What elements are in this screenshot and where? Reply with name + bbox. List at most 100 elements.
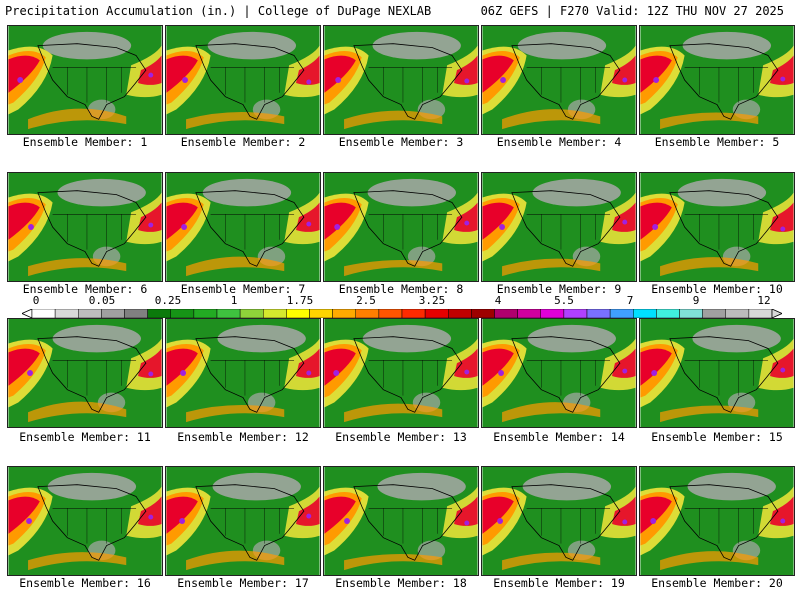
precip-map [481, 318, 637, 428]
colorbar-swatch [471, 309, 495, 318]
panel-label: Ensemble Member: 5 [654, 135, 780, 149]
colorbar-swatch [378, 309, 403, 318]
panel-label: Ensemble Member: 6 [22, 282, 148, 296]
precip-map [323, 466, 479, 576]
ensemble-panel-11 [7, 318, 163, 428]
colorbar-swatch [540, 309, 565, 318]
precip-map [481, 25, 637, 135]
colorbar-left-arrow [22, 309, 33, 318]
panel-label: Ensemble Member: 12 [177, 430, 309, 444]
precip-map [7, 25, 163, 135]
colorbar-swatch [101, 309, 125, 318]
colorbar-swatch [517, 309, 541, 318]
precip-map [639, 318, 795, 428]
ensemble-panel-9 [481, 172, 637, 282]
colorbar-tick-label: 0.25 [154, 294, 182, 307]
panel-label: Ensemble Member: 19 [493, 576, 625, 590]
ensemble-panel-17 [165, 466, 321, 576]
colorbar-swatch [216, 309, 241, 318]
colorbar-swatch [332, 309, 356, 318]
ensemble-panel-14 [481, 318, 637, 428]
ensemble-panel-2 [165, 25, 321, 135]
colorbar-tick-label: 7 [626, 294, 634, 307]
colorbar-swatch [147, 309, 171, 318]
colorbar-tick-label: 9 [692, 294, 700, 307]
ensemble-panel-6 [7, 172, 163, 282]
precip-map [7, 466, 163, 576]
colorbar-swatch [563, 309, 588, 318]
panel-label: Ensemble Member: 16 [19, 576, 151, 590]
colorbar-tick-label: 4 [494, 294, 502, 307]
colorbar-tick-label: 0.05 [88, 294, 116, 307]
title-right: 06Z GEFS | F270 Valid: 12Z THU NOV 27 20… [480, 4, 784, 18]
ensemble-panel-20 [639, 466, 795, 576]
precip-map [165, 318, 321, 428]
precip-map [323, 25, 479, 135]
ensemble-panel-4 [481, 25, 637, 135]
colorbar-swatch [54, 309, 79, 318]
colorbar-swatches [22, 309, 782, 318]
colorbar-tick-label: 3.25 [418, 294, 446, 307]
precip-map [165, 25, 321, 135]
precip-map [481, 466, 637, 576]
colorbar-right-arrow [771, 309, 782, 318]
ensemble-panel-7 [165, 172, 321, 282]
precip-map [7, 318, 163, 428]
panel-label: Ensemble Member: 11 [19, 430, 151, 444]
panel-label: Ensemble Member: 9 [496, 282, 622, 296]
colorbar-swatch [170, 309, 195, 318]
ensemble-panel-8 [323, 172, 479, 282]
colorbar-swatch [124, 309, 148, 318]
precip-map [639, 25, 795, 135]
ensemble-panel-10 [639, 172, 795, 282]
ensemble-panel-13 [323, 318, 479, 428]
ensemble-panel-12 [165, 318, 321, 428]
panel-label: Ensemble Member: 7 [180, 282, 306, 296]
colorbar-tick-label: 12 [757, 294, 771, 307]
precip-map [165, 172, 321, 282]
colorbar-swatch [633, 309, 657, 318]
colorbar-swatch [263, 309, 287, 318]
ensemble-panel-15 [639, 318, 795, 428]
colorbar-swatch [679, 309, 703, 318]
ensemble-panel-1 [7, 25, 163, 135]
colorbar: 0 0.05 0.25 1 1.75 2.5 3.25 4 5.5 7 9 12 [0, 294, 800, 322]
panel-label: Ensemble Member: 8 [338, 282, 464, 296]
ensemble-panel-5 [639, 25, 795, 135]
colorbar-tick-label: 2.5 [356, 294, 376, 307]
panel-label: Ensemble Member: 4 [496, 135, 622, 149]
colorbar-swatch [193, 309, 218, 318]
title-left: Precipitation Accumulation (in.) | Colle… [5, 4, 432, 18]
colorbar-swatch [239, 309, 264, 318]
panel-label: Ensemble Member: 1 [22, 135, 148, 149]
precip-map [639, 466, 795, 576]
precip-map [323, 318, 479, 428]
colorbar-swatch [424, 309, 449, 318]
precip-map [639, 172, 795, 282]
panel-label: Ensemble Member: 15 [651, 430, 783, 444]
colorbar-swatch [748, 309, 773, 318]
panel-label: Ensemble Member: 20 [651, 576, 783, 590]
precip-map [165, 466, 321, 576]
colorbar-swatch [494, 309, 518, 318]
panel-label: Ensemble Member: 2 [180, 135, 306, 149]
colorbar-tick-label: 0 [32, 294, 40, 307]
colorbar-swatch [448, 309, 472, 318]
panel-label: Ensemble Member: 13 [335, 430, 467, 444]
colorbar-swatch [586, 309, 611, 318]
colorbar-tick-label: 5.5 [554, 294, 574, 307]
colorbar-swatch [355, 309, 380, 318]
colorbar-swatch [656, 309, 680, 318]
colorbar-tick-label: 1.75 [286, 294, 314, 307]
colorbar-swatch [309, 309, 333, 318]
precip-map [323, 172, 479, 282]
panel-label: Ensemble Member: 3 [338, 135, 464, 149]
panel-label: Ensemble Member: 17 [177, 576, 309, 590]
colorbar-swatch [725, 309, 750, 318]
colorbar-swatch [702, 309, 726, 318]
panel-label: Ensemble Member: 14 [493, 430, 625, 444]
colorbar-swatch [78, 309, 102, 318]
panel-label: Ensemble Member: 10 [651, 282, 783, 296]
ensemble-panel-16 [7, 466, 163, 576]
colorbar-swatch [609, 309, 634, 318]
